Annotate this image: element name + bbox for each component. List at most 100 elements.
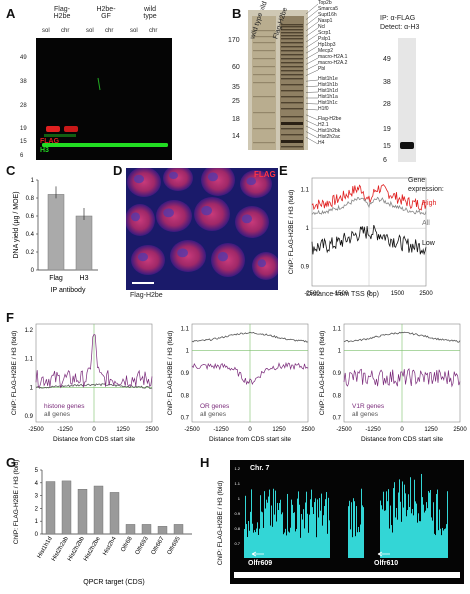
dapi-spot	[163, 208, 174, 218]
panelH-signal	[298, 491, 299, 558]
panelH-signal	[267, 502, 268, 558]
protein-label: Top2b	[318, 0, 332, 6]
panelH-signal	[413, 515, 414, 558]
panelH-signal	[397, 519, 398, 558]
panelH-signal	[302, 519, 303, 558]
panelH-signal	[412, 508, 413, 558]
panelB-ip-mw-15: 15	[383, 143, 391, 150]
panelH-signal	[435, 535, 436, 558]
panelH-signal	[313, 514, 314, 558]
protein-connector	[306, 125, 319, 133]
panelH-signal	[405, 493, 406, 558]
gel-band-flag	[281, 96, 303, 98]
panelH-signal	[316, 537, 317, 558]
cell-nucleus	[252, 252, 278, 280]
panelH-gene1: Olfr609	[248, 560, 273, 567]
panelH-signal	[426, 502, 427, 558]
protein-label: Nasp1	[318, 18, 333, 24]
panelF-xtick: 0	[400, 427, 404, 433]
panelH-signal	[251, 489, 252, 558]
gel-band-wt	[253, 58, 275, 60]
panelH-signal	[322, 525, 323, 558]
gel-band-flag	[281, 50, 303, 52]
protein-connector	[306, 137, 319, 145]
panelH-signal	[281, 514, 282, 558]
panelH-signal	[444, 529, 445, 558]
panelH-signal	[410, 477, 411, 558]
panelH-signal	[352, 537, 353, 558]
panelC-category-label: Flag	[49, 275, 63, 282]
panelH-signal	[396, 507, 397, 558]
dapi-spot	[201, 205, 212, 216]
panelH-signal	[425, 510, 426, 558]
panel-label-g: G	[6, 455, 17, 470]
panelH-signal	[351, 502, 352, 558]
panelH-signal	[294, 512, 295, 558]
panelE-xlabel: Distance from TSS (bp)	[306, 291, 380, 298]
panelH-signal	[303, 509, 304, 558]
panelA-lane-5: sol	[130, 28, 138, 34]
protein-label: Flag-H2be	[318, 116, 342, 122]
panelH-signal	[306, 491, 307, 558]
panelH-signal	[388, 489, 389, 558]
panelH-coord-bar	[234, 572, 460, 578]
panelF-ytick: 1	[338, 349, 342, 355]
protein-label: Mecp2	[318, 48, 334, 54]
gel-band-wt	[253, 112, 275, 114]
panelH-signal	[419, 521, 420, 558]
panelH-signal	[391, 525, 392, 558]
panelF-xtick: -1250	[213, 427, 229, 433]
protein-connector	[306, 63, 319, 71]
panelH-signal	[384, 510, 385, 558]
panelF-xtick: -1250	[365, 427, 381, 433]
panelH-arrow-2	[377, 551, 390, 557]
panelH-signal	[276, 521, 277, 558]
gel-band-flag	[281, 32, 303, 34]
protein-label: Smarca5	[318, 6, 339, 12]
panelG-bar	[77, 489, 88, 535]
panelH-signal	[395, 517, 396, 558]
panelA-mw-6: 6	[20, 153, 24, 159]
panelC-bar	[47, 194, 65, 271]
panelH-chr: Chr. 7	[250, 465, 270, 472]
panelG-category-label: Olfr693	[135, 535, 150, 556]
panelC-tick-label: 0.2	[26, 250, 35, 256]
gel-band-flag	[281, 102, 303, 104]
panelH-signal	[260, 495, 261, 558]
panelF-ytick: 0.8	[333, 393, 342, 399]
panelH-signal	[269, 489, 270, 558]
panelH-signal	[403, 507, 404, 558]
panelA-header-1: Flag- H2be	[53, 6, 71, 20]
panelH-signal	[398, 492, 399, 558]
panelH-signal	[286, 535, 287, 558]
panelF-xtick: 2500	[453, 427, 467, 433]
panelC-tick-label: 0.8	[26, 196, 35, 202]
dapi-spot	[246, 177, 256, 186]
panelH-signal	[381, 505, 382, 558]
panelF-xtick: 0	[92, 427, 96, 433]
panelH-signal	[362, 505, 363, 558]
protein-connector	[306, 3, 319, 15]
gel-band-flag	[281, 66, 303, 68]
dapi-spot	[177, 248, 188, 258]
panelH-signal	[255, 532, 256, 558]
panelH-signal	[257, 522, 258, 558]
panelH-signal	[421, 473, 422, 558]
panelF-xtick: 0	[248, 427, 252, 433]
protein-connector	[306, 85, 319, 87]
panelB-mw-35: 35	[232, 84, 240, 91]
panelE-line-low	[311, 224, 427, 256]
panelF-ytick: 1.1	[181, 326, 190, 332]
protein-connector	[306, 69, 319, 76]
panelH-signal	[354, 501, 355, 558]
panelG-bar	[93, 485, 104, 535]
panelH-signal	[299, 504, 300, 558]
panelH-signal	[363, 507, 364, 558]
panelC-tick-label: 0.4	[26, 232, 35, 238]
panelH-signal	[321, 493, 322, 558]
protein-connector	[306, 27, 319, 37]
panelH-signal	[359, 532, 360, 558]
panelH-signal	[394, 482, 395, 558]
panelH-signal	[438, 530, 439, 558]
panelG-category-label: Hist2h2be	[83, 535, 102, 562]
